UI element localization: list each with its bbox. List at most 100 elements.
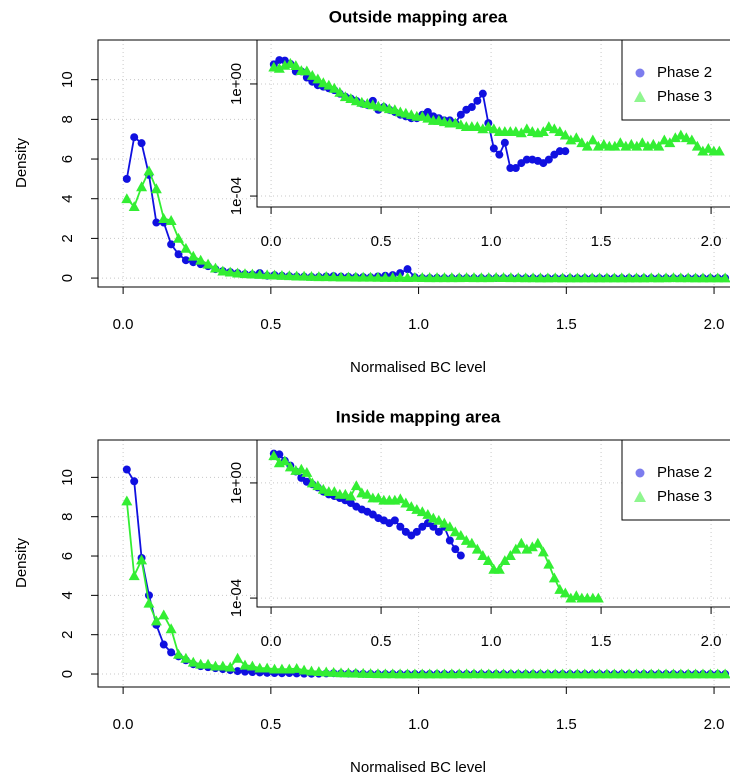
y-tick-label: 8 <box>59 115 76 123</box>
point <box>675 668 687 679</box>
point <box>548 123 560 134</box>
point <box>686 134 698 145</box>
point <box>483 668 495 679</box>
x-tick-label: 1.0 <box>481 233 502 250</box>
point <box>312 480 324 491</box>
point <box>365 668 377 679</box>
point <box>217 265 229 276</box>
point <box>165 215 177 225</box>
point <box>372 271 384 282</box>
point <box>520 668 532 679</box>
point <box>499 555 511 566</box>
series-line <box>125 500 726 675</box>
point <box>268 450 280 461</box>
legend-marker <box>634 491 646 502</box>
point <box>446 272 458 283</box>
point <box>490 668 502 679</box>
point <box>526 541 538 552</box>
point <box>434 527 443 536</box>
point <box>543 558 555 569</box>
point <box>128 570 140 581</box>
point <box>173 232 185 243</box>
point <box>466 537 478 548</box>
point <box>645 272 657 283</box>
point <box>557 272 569 283</box>
point <box>357 667 369 678</box>
point <box>559 587 571 598</box>
point <box>394 271 406 282</box>
point <box>320 271 332 282</box>
point <box>202 258 214 269</box>
point <box>493 563 505 574</box>
main-plot <box>98 40 730 287</box>
point <box>394 493 406 504</box>
point <box>534 272 546 283</box>
chart-title: Outside mapping area <box>329 7 508 26</box>
point <box>682 668 694 679</box>
point <box>261 662 273 673</box>
y-tick-label: 4 <box>59 195 76 203</box>
point <box>456 110 465 119</box>
x-tick-label: 2.0 <box>704 316 725 333</box>
point <box>608 668 620 679</box>
point <box>438 272 450 283</box>
point <box>121 193 133 204</box>
point <box>400 497 412 508</box>
point <box>187 250 199 261</box>
point <box>313 271 325 282</box>
point <box>357 271 369 282</box>
y-tick-label: 6 <box>59 552 76 560</box>
point <box>495 150 504 159</box>
point <box>136 181 148 192</box>
point <box>445 536 454 545</box>
point <box>461 668 473 679</box>
point <box>471 543 483 554</box>
point <box>542 668 554 679</box>
x-axis-label: Normalised BC level <box>350 759 486 776</box>
point <box>638 668 650 679</box>
x-tick-label: 1.0 <box>408 316 429 333</box>
point <box>482 555 494 566</box>
point <box>468 668 480 679</box>
point <box>158 609 170 620</box>
point <box>461 272 473 282</box>
point <box>403 265 412 274</box>
point <box>697 668 709 679</box>
point <box>379 271 391 282</box>
point <box>468 272 480 283</box>
point <box>387 668 399 679</box>
point <box>276 663 288 674</box>
point <box>719 272 730 283</box>
point <box>630 272 642 283</box>
x-tick-label: 0.0 <box>113 316 134 333</box>
point <box>581 140 593 151</box>
point <box>167 240 176 249</box>
y-tick-label: 1e+00 <box>228 63 245 105</box>
point <box>712 272 724 283</box>
point <box>313 666 325 677</box>
point <box>489 144 498 153</box>
x-tick-label: 1.5 <box>556 716 577 733</box>
inset-plot <box>257 440 730 607</box>
y-tick-label: 1e-04 <box>228 579 245 617</box>
point <box>412 527 421 536</box>
point <box>490 271 502 282</box>
point <box>587 134 599 145</box>
point <box>379 668 391 679</box>
point <box>143 165 155 176</box>
point <box>254 662 266 673</box>
point <box>704 272 716 283</box>
point <box>511 164 520 173</box>
point <box>187 656 199 667</box>
point <box>561 147 570 156</box>
point <box>477 550 489 560</box>
point <box>233 667 242 676</box>
legend-marker <box>635 468 645 478</box>
point <box>152 218 161 227</box>
point <box>174 250 183 259</box>
point <box>636 137 648 148</box>
point <box>444 521 456 532</box>
y-tick-label: 10 <box>59 71 76 88</box>
point <box>401 668 413 679</box>
point <box>239 268 251 279</box>
